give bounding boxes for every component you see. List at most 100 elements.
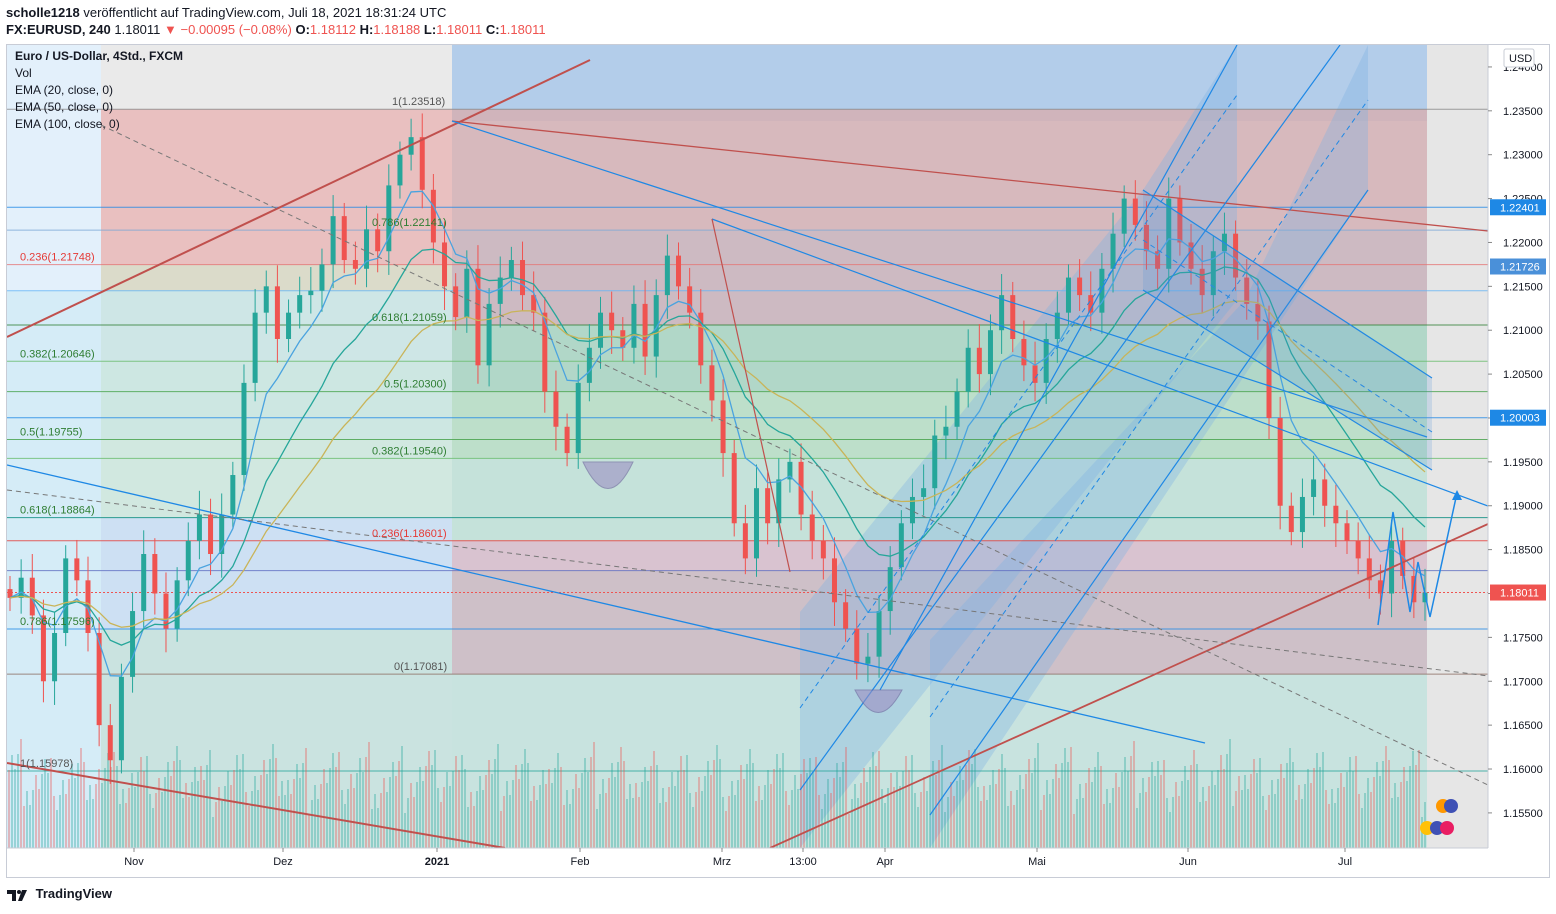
volume-bar (1286, 763, 1288, 848)
volume-bar (1100, 766, 1102, 848)
volume-bar (491, 774, 493, 848)
y-tick-label: 1.16500 (1503, 720, 1543, 732)
volume-bar (857, 798, 859, 848)
volume-bar (623, 761, 625, 848)
published-text: veröffentlicht auf TradingView.com, Juli… (83, 5, 447, 20)
volume-bar (266, 774, 268, 848)
volume-bar (287, 780, 289, 848)
volume-bar (1238, 776, 1240, 848)
candle-body (698, 312, 704, 366)
candle-body (1344, 523, 1350, 541)
volume-bar (1229, 739, 1231, 848)
volume-bar (1025, 774, 1027, 848)
volume-bar (842, 762, 844, 848)
last-price: 1.18011 (114, 22, 161, 37)
volume-bar (1337, 788, 1339, 848)
volume-bar (947, 797, 949, 848)
volume-bar (776, 754, 778, 848)
volume-bar (449, 786, 451, 848)
y-tick-label: 1.16000 (1503, 764, 1543, 776)
fib-left-band (101, 361, 452, 440)
volume-bar (56, 810, 58, 848)
candle-body (765, 488, 771, 524)
candle-body (1032, 365, 1038, 383)
volume-bar (734, 795, 736, 848)
candle-body (185, 540, 191, 581)
x-tick-label: 13:00 (789, 856, 817, 868)
volume-bar (1256, 773, 1258, 848)
volume-bar (818, 795, 820, 848)
volume-bar (461, 755, 463, 848)
volume-bar (1367, 778, 1369, 848)
volume-bar (731, 781, 733, 848)
low-label: L: (423, 22, 437, 37)
candle-body (152, 554, 158, 594)
volume-bar (302, 763, 304, 848)
volume-bar (401, 746, 403, 848)
y-tick-label: 1.17500 (1503, 632, 1543, 644)
candle-body (364, 229, 370, 269)
channel-mid-line (929, 99, 1369, 718)
channel-line (799, 45, 1341, 791)
candle-body (865, 656, 871, 664)
volume-bar (779, 768, 781, 848)
volume-bar (728, 796, 730, 848)
volume-bar (1133, 741, 1135, 848)
volume-bar (386, 792, 388, 848)
candle-body (63, 558, 69, 633)
candle-body (1043, 338, 1049, 383)
volume-bar (431, 765, 433, 848)
ema100-line (9, 300, 1426, 628)
fib-mid-label: 0(1.17081) (394, 661, 447, 673)
x-tick-label: Jun (1179, 856, 1197, 868)
volume-bar (1415, 765, 1417, 848)
volume-bar (353, 788, 355, 848)
volume-bar (938, 760, 940, 848)
volume-bar (425, 766, 427, 848)
tradingview-footer[interactable]: TradingView (6, 886, 112, 902)
chart-frame[interactable] (6, 44, 1550, 878)
volume-bar (905, 756, 907, 848)
volume-bar (113, 752, 115, 848)
volume-bar (680, 756, 682, 848)
volume-bar (152, 808, 154, 848)
volume-bar (659, 803, 661, 848)
volume-bar (701, 791, 703, 848)
candle-body (531, 295, 537, 313)
volume-bar (428, 751, 430, 848)
volume-bar (143, 771, 145, 848)
volume-bar (1280, 764, 1282, 848)
volume-bar (524, 749, 526, 848)
volume-bar (308, 815, 310, 848)
candle-body (1065, 277, 1071, 313)
volume-bar (1187, 780, 1189, 848)
author-name[interactable]: scholle1218 (6, 5, 80, 20)
volume-bar (1172, 797, 1174, 848)
x-tick-label: Mrz (713, 856, 731, 868)
candle-body (1099, 268, 1105, 313)
candle-body (319, 264, 325, 291)
volume-bar (926, 791, 928, 848)
volume-bar (758, 786, 760, 848)
volume-bar (1019, 775, 1021, 848)
volume-bar (794, 775, 796, 848)
volume-bar (1298, 785, 1300, 848)
volume-bar (803, 759, 805, 848)
volume-bar (359, 758, 361, 848)
volume-bar (251, 791, 253, 848)
volume-bar (1274, 794, 1276, 848)
volume-bar (221, 801, 223, 848)
volume-bar (26, 791, 28, 848)
volume-bar (677, 771, 679, 848)
fib-mid-band (452, 391, 1427, 459)
volume-bar (614, 777, 616, 848)
y-tick-label: 1.21500 (1503, 281, 1543, 293)
candle-body (230, 475, 236, 515)
candle-body (297, 295, 303, 313)
volume-bar (875, 766, 877, 848)
candle-body (676, 255, 682, 287)
fib-mid-label: 0.618(1.21059) (372, 312, 447, 324)
volume-bar (383, 778, 385, 848)
volume-bar (1130, 756, 1132, 848)
